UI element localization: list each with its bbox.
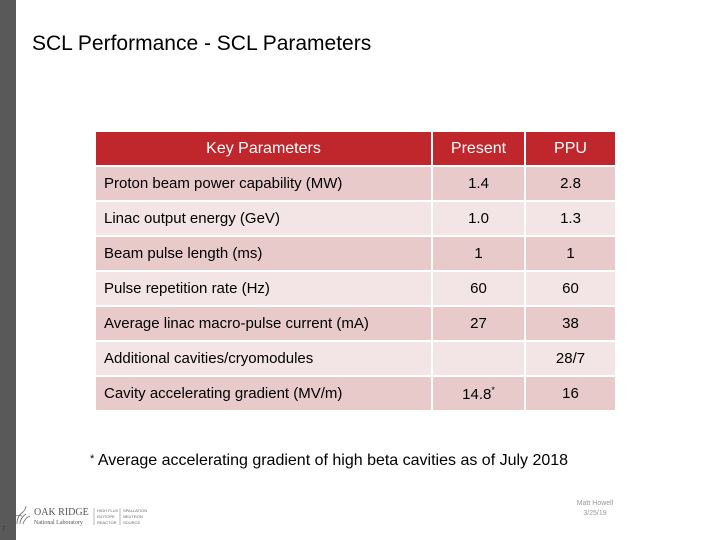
logo-col2-line3: SOURCE xyxy=(123,520,140,525)
row-label: Average linac macro-pulse current (mA) xyxy=(94,305,433,342)
logo-name-line2: National Laboratory xyxy=(34,520,83,526)
header-present: Present xyxy=(431,130,526,167)
footnote-text: Average accelerating gradient of high be… xyxy=(97,452,569,469)
logo-col2-line2: NEUTRON xyxy=(123,514,143,519)
logo-col2-line1: SPALLATION xyxy=(123,508,147,513)
row-ppu: 60 xyxy=(524,270,617,307)
row-label: Linac output energy (GeV) xyxy=(94,200,433,237)
table-row: Proton beam power capability (MW) 1.4 2.… xyxy=(94,165,617,202)
table-header-row: Key Parameters Present PPU xyxy=(94,130,617,167)
table-row: Linac output energy (GeV) 1.0 1.3 xyxy=(94,200,617,237)
table-row: Cavity accelerating gradient (MV/m) 14.8… xyxy=(94,375,617,412)
row-ppu: 28/7 xyxy=(524,340,617,377)
row-ppu: 2.8 xyxy=(524,165,617,202)
logo-name-line1: OAK RIDGE xyxy=(34,507,89,518)
row-label: Beam pulse length (ms) xyxy=(94,235,433,272)
presenter-name: Matt Howell xyxy=(576,500,614,507)
parameters-table: Key Parameters Present PPU Proton beam p… xyxy=(94,130,617,412)
logo-col1-line2: ISOTOPE xyxy=(97,514,115,519)
row-present: 27 xyxy=(431,305,526,342)
row-present: 1 xyxy=(431,235,526,272)
table-row: Additional cavities/cryomodules 28/7 xyxy=(94,340,617,377)
row-present: 1.4 xyxy=(431,165,526,202)
footnote-marker: * xyxy=(491,384,495,395)
row-label: Additional cavities/cryomodules xyxy=(94,340,433,377)
row-ppu: 1 xyxy=(524,235,617,272)
logo-col1-line1: HIGH FLUX xyxy=(97,508,119,513)
oak-ridge-logo-icon: OAK RIDGE National Laboratory HIGH FLUX … xyxy=(15,505,147,526)
row-present: 1.0 xyxy=(431,200,526,237)
logo-col1-line3: REACTOR xyxy=(97,520,117,525)
row-ppu: 38 xyxy=(524,305,617,342)
footnote-star: * xyxy=(90,453,95,465)
present-value: 14.8 xyxy=(462,385,492,403)
row-present: 60 xyxy=(431,270,526,307)
header-key-parameters: Key Parameters xyxy=(94,130,433,167)
left-edge-bar xyxy=(0,0,16,540)
presentation-date: 3/25/19 xyxy=(583,510,607,517)
row-present xyxy=(431,340,526,377)
row-label: Proton beam power capability (MW) xyxy=(94,165,433,202)
row-ppu: 1.3 xyxy=(524,200,617,237)
page-number: 7 xyxy=(2,527,6,533)
slide-title: SCL Performance - SCL Parameters xyxy=(32,32,372,55)
table-row: Average linac macro-pulse current (mA) 2… xyxy=(94,305,617,342)
footnote: * Average accelerating gradient of high … xyxy=(90,452,568,470)
row-ppu: 16 xyxy=(524,375,617,412)
row-label: Pulse repetition rate (Hz) xyxy=(94,270,433,307)
presenter-info: Matt Howell 3/25/19 xyxy=(560,499,630,519)
row-present: 14.8* xyxy=(431,375,526,412)
table-row: Beam pulse length (ms) 1 1 xyxy=(94,235,617,272)
row-label: Cavity accelerating gradient (MV/m) xyxy=(94,375,433,412)
table-row: Pulse repetition rate (Hz) 60 60 xyxy=(94,270,617,307)
header-ppu: PPU xyxy=(524,130,617,167)
